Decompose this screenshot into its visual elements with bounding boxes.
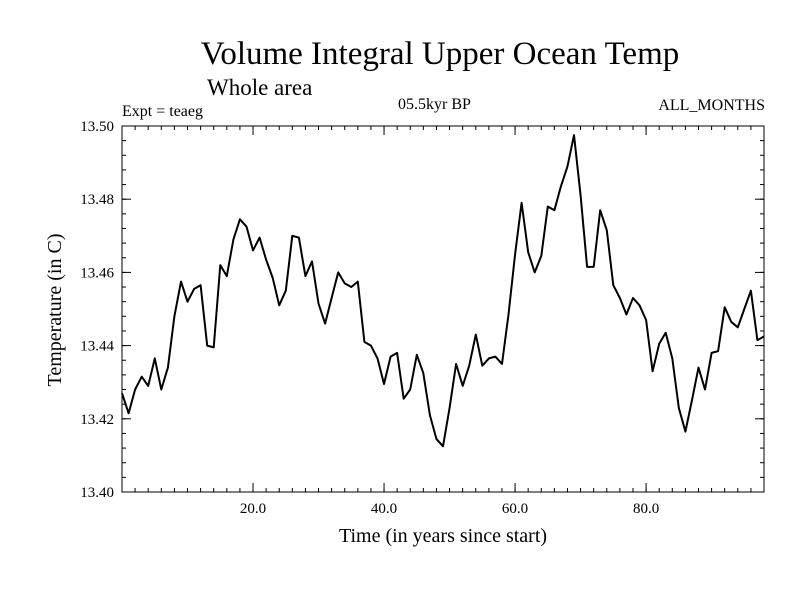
y-tick-label: 13.48 <box>80 192 114 208</box>
x-axis-label: Time (in years since start) <box>339 525 547 547</box>
x-tick-label: 20.0 <box>240 501 266 517</box>
y-axis-label: Temperature (in C) <box>44 234 66 387</box>
y-tick-label: 13.50 <box>80 119 114 135</box>
y-tick-label: 13.40 <box>80 485 114 501</box>
experiment-annotation: Expt = teaeg <box>122 103 203 120</box>
chart-title: Volume Integral Upper Ocean Temp <box>201 36 679 72</box>
chart-subtitle: Whole area <box>207 75 312 100</box>
plot-frame <box>121 125 765 493</box>
plot-area: 20.0 40.0 60.0 80.0 13.40 13.42 13.44 13.46 13.4… <box>80 119 765 517</box>
period-annotation: 05.5kyr BP <box>398 96 471 113</box>
x-tick-label: 60.0 <box>502 501 528 517</box>
y-tick-label: 13.42 <box>80 412 114 428</box>
x-tick-label: 40.0 <box>371 501 397 517</box>
temperature-series-line <box>121 134 765 448</box>
y-tick-label: 13.44 <box>80 339 114 355</box>
y-tick-label: 13.46 <box>80 265 114 281</box>
x-tick-label: 80.0 <box>633 501 659 517</box>
months-annotation: ALL_MONTHS <box>658 97 765 114</box>
